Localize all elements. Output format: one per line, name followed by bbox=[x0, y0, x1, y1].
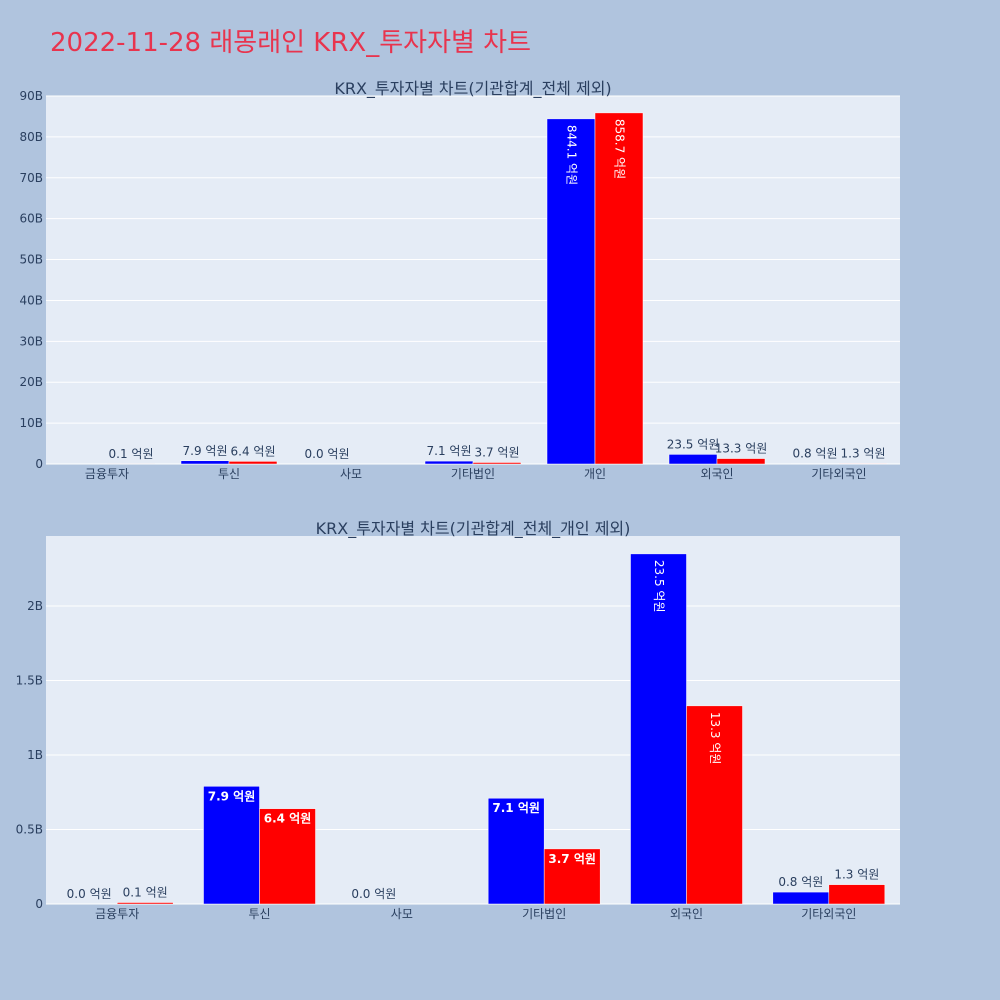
x-tick-label: 기타외국인 bbox=[811, 467, 866, 481]
y-tick-label: 30B bbox=[19, 334, 43, 348]
data-label: 23.5 억원 bbox=[667, 437, 720, 451]
data-label: 0.8 억원 bbox=[793, 447, 838, 461]
data-label: 0.1 억원 bbox=[123, 886, 168, 900]
data-label: 0.0 억원 bbox=[351, 887, 396, 901]
x-tick-label: 사모 bbox=[340, 467, 362, 481]
page-title: 2022-11-28 래몽래인 KRX_투자자별 차트 bbox=[50, 28, 532, 58]
bar bbox=[203, 786, 260, 905]
y-tick-label: 0.5B bbox=[16, 823, 43, 837]
data-label: 13.3 억원 bbox=[715, 442, 768, 456]
x-tick-label: 기타법인 bbox=[522, 907, 566, 921]
bar bbox=[424, 460, 474, 465]
bar bbox=[180, 460, 230, 465]
x-tick-label: 외국인 bbox=[670, 907, 703, 921]
bar bbox=[772, 891, 830, 905]
bar bbox=[668, 454, 718, 465]
chart-2: 0 0.5B 1B 1.5B 2B KRX_투자자별 차트(기관합계_전체_개인 제외) 금… bbox=[16, 519, 900, 921]
y-tick-label: 2B bbox=[27, 599, 43, 613]
y-tick-label: 1.5B bbox=[16, 674, 43, 688]
data-label: 3.7 억원 bbox=[548, 852, 596, 866]
x-tick-label: 외국인 bbox=[700, 467, 733, 481]
bar bbox=[543, 848, 601, 905]
data-label: 7.9 억원 bbox=[183, 444, 228, 458]
bar bbox=[686, 705, 743, 905]
x-tick-label: 금융투자 bbox=[85, 467, 129, 481]
y-tick-label: 40B bbox=[19, 293, 43, 307]
data-label: 0.0 억원 bbox=[67, 887, 112, 901]
data-label: 6.4 억원 bbox=[231, 444, 276, 458]
y-tick-label: 70B bbox=[19, 171, 43, 185]
data-label: 1.3 억원 bbox=[841, 446, 886, 460]
y-tick-label: 0 bbox=[35, 897, 43, 911]
y-tick-label: 1B bbox=[27, 748, 43, 762]
y-tick-label: 50B bbox=[19, 253, 43, 267]
bar bbox=[259, 808, 316, 905]
y-tick-label: 90B bbox=[19, 89, 43, 103]
y-tick-label: 0 bbox=[35, 457, 43, 471]
bar bbox=[116, 902, 174, 905]
data-label: 0.1 억원 bbox=[109, 447, 154, 461]
chart-title: KRX_투자자별 차트(기관합계_전체_개인 제외) bbox=[316, 519, 631, 539]
x-tick-label: 금융투자 bbox=[95, 907, 139, 921]
bar bbox=[228, 461, 278, 465]
data-label: 7.9 억원 bbox=[208, 789, 256, 803]
bar bbox=[828, 884, 886, 905]
y-tick-label: 10B bbox=[19, 416, 43, 430]
bar bbox=[546, 118, 596, 465]
bar bbox=[472, 462, 522, 465]
chart-1: 0 10B 20B 30B 40B 50B 60B 70B 80B 90B KRX_투자자별 차트(… bbox=[19, 79, 900, 481]
y-tick-label: 80B bbox=[19, 130, 43, 144]
data-label: 6.4 억원 bbox=[264, 812, 312, 826]
bar bbox=[716, 458, 766, 465]
data-label: 23.5 억원 bbox=[652, 560, 666, 613]
bar bbox=[630, 553, 687, 905]
x-tick-label: 투신 bbox=[218, 467, 240, 481]
data-label: 3.7 억원 bbox=[475, 445, 520, 459]
data-label: 13.3 억원 bbox=[708, 712, 722, 765]
data-label: 7.1 억원 bbox=[427, 444, 472, 458]
plot-area bbox=[46, 536, 900, 904]
plot-area bbox=[46, 96, 900, 464]
x-tick-label: 기타법인 bbox=[451, 467, 495, 481]
x-tick-label: 투신 bbox=[248, 907, 270, 921]
data-label: 0.8 억원 bbox=[778, 875, 823, 889]
data-label: 1.3 억원 bbox=[834, 868, 879, 882]
data-label: 0.0 억원 bbox=[305, 447, 350, 461]
x-tick-label: 개인 bbox=[584, 467, 606, 481]
bar bbox=[594, 112, 644, 465]
data-label: 7.1 억원 bbox=[492, 801, 540, 815]
x-tick-label: 사모 bbox=[391, 907, 413, 921]
y-tick-label: 20B bbox=[19, 375, 43, 389]
data-label: 844.1 억원 bbox=[565, 125, 579, 185]
data-label: 858.7 억원 bbox=[613, 119, 627, 179]
chart-title: KRX_투자자별 차트(기관합계_전체 제외) bbox=[334, 79, 611, 99]
bar bbox=[487, 797, 545, 905]
bar bbox=[838, 463, 888, 465]
y-tick-label: 60B bbox=[19, 212, 43, 226]
x-tick-label: 기타외국인 bbox=[801, 907, 856, 921]
